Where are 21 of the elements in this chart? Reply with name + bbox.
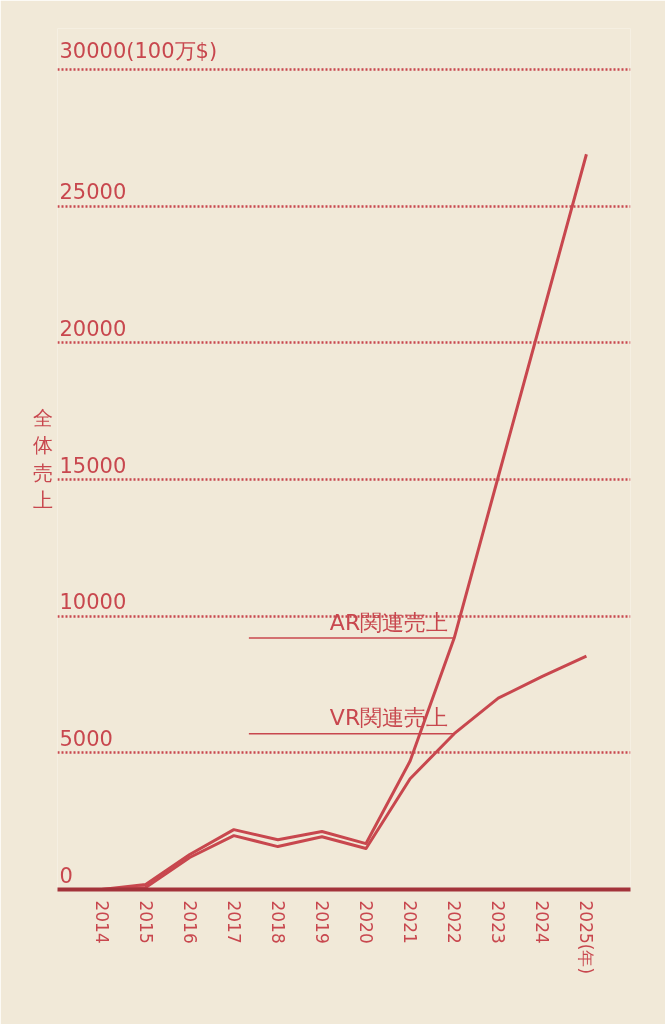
y-tick-label: 10000 [59, 590, 127, 615]
x-tick-label: 2016 [179, 900, 200, 944]
y-tick-label: 30000(100万$) [59, 38, 218, 63]
y-tick-label: 15000 [59, 453, 127, 478]
x-tick-label: 2014 [91, 900, 112, 944]
y-axis-title: 全体売上 [32, 405, 53, 513]
y-tick-label: 20000 [59, 316, 127, 341]
y-tick-label: 25000 [59, 180, 127, 205]
x-tick-label: 2024 [532, 900, 553, 944]
x-tick-label: 2015 [135, 900, 156, 944]
series-label: AR関連売上 [329, 609, 449, 635]
x-tick-label: 2019 [311, 900, 332, 944]
x-tick-label: 2018 [267, 900, 288, 944]
y-tick-label: 0 [59, 863, 73, 888]
x-tick-label: 2021 [400, 900, 421, 944]
x-tick-label: 2020 [356, 900, 377, 944]
x-tick-label: 2022 [444, 900, 465, 944]
x-tick-label: 2025(年) [576, 900, 597, 975]
x-tick-label: 2017 [223, 900, 244, 944]
x-tick-label: 2023 [488, 900, 509, 944]
y-tick-label: 5000 [59, 726, 113, 751]
